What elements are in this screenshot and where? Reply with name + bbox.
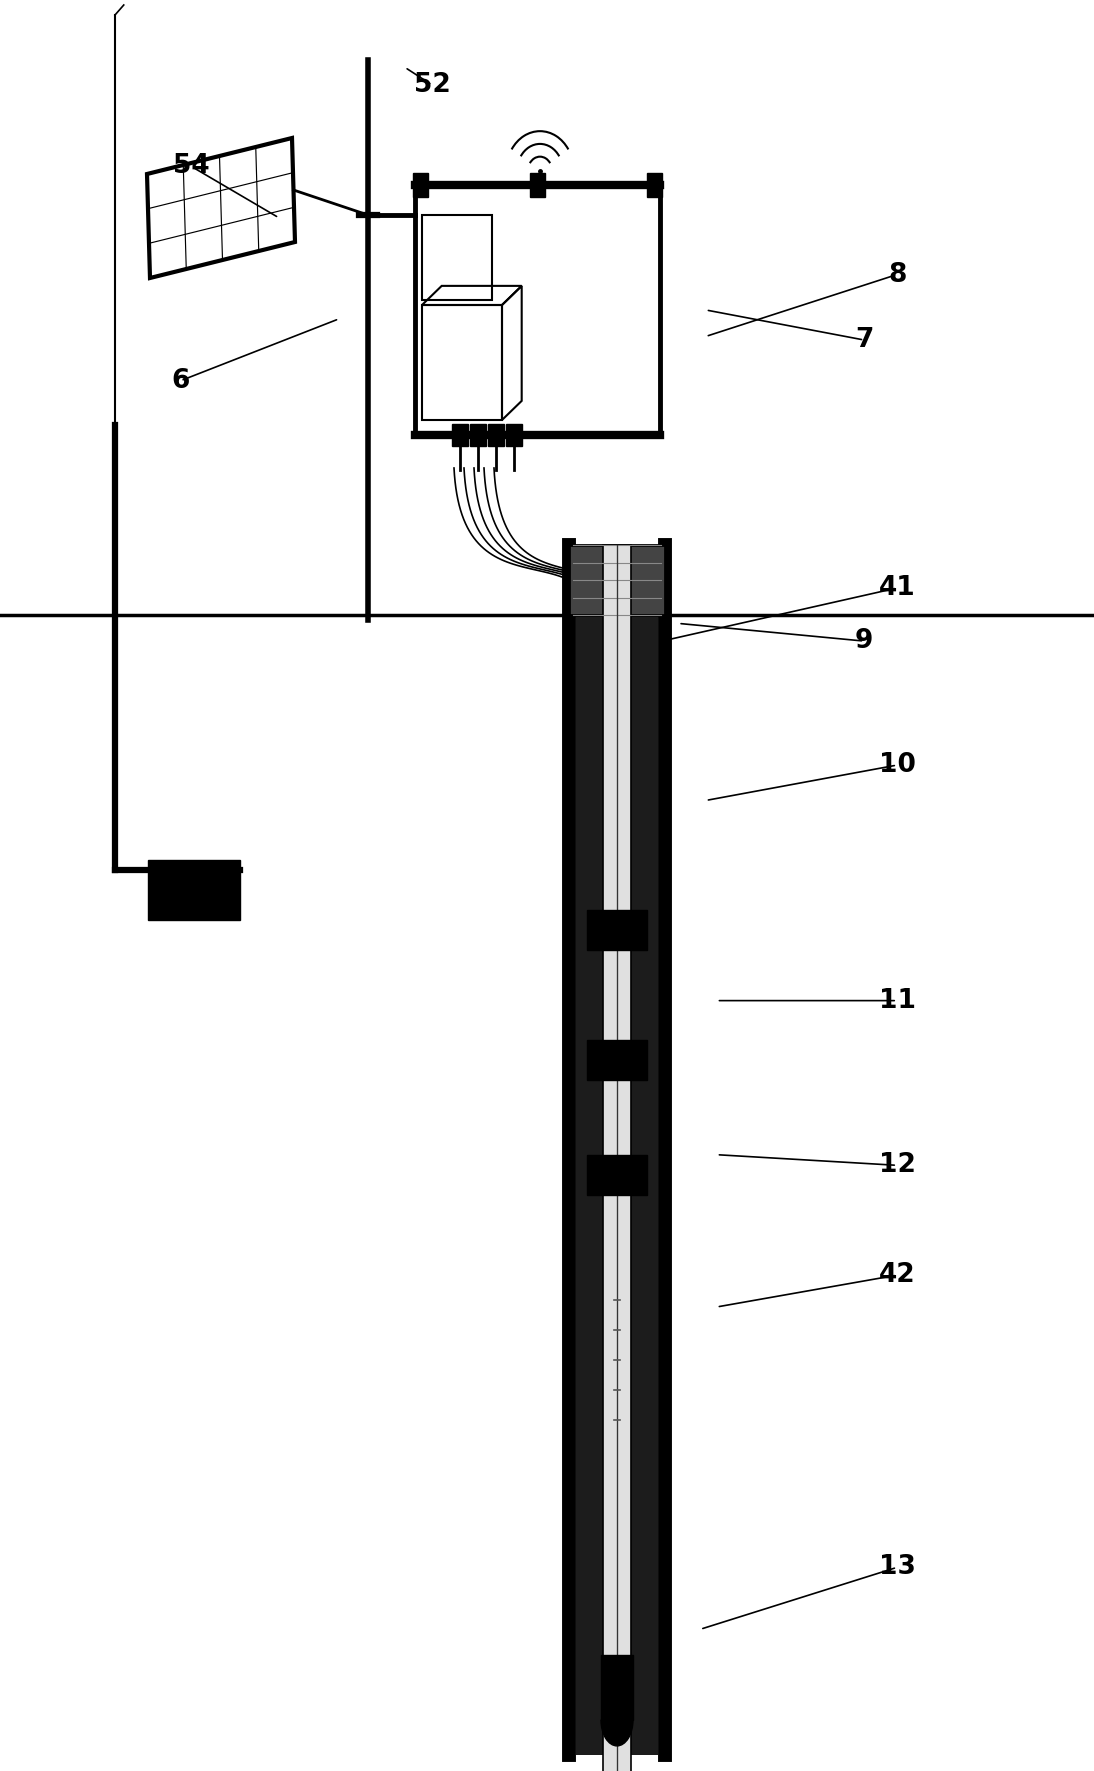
Text: 8: 8 bbox=[888, 262, 906, 287]
Bar bbox=[507, 425, 522, 446]
Wedge shape bbox=[601, 1720, 633, 1746]
Bar bbox=[569, 545, 665, 615]
Text: 9: 9 bbox=[856, 629, 873, 653]
Text: 10: 10 bbox=[878, 753, 916, 777]
Bar bbox=[587, 1155, 647, 1195]
Bar bbox=[647, 172, 662, 197]
Bar bbox=[422, 214, 492, 299]
Text: 55: 55 bbox=[195, 877, 232, 901]
Text: 6: 6 bbox=[172, 368, 189, 393]
Text: 12: 12 bbox=[878, 1153, 916, 1178]
Bar bbox=[587, 1040, 647, 1080]
Bar bbox=[488, 425, 503, 446]
Text: 52: 52 bbox=[414, 73, 451, 97]
Text: 42: 42 bbox=[878, 1263, 916, 1288]
Text: 13: 13 bbox=[878, 1555, 916, 1580]
Bar bbox=[422, 305, 502, 420]
Text: 7: 7 bbox=[856, 328, 873, 352]
Bar bbox=[587, 910, 647, 949]
Bar bbox=[601, 1656, 633, 1720]
Bar bbox=[452, 425, 467, 446]
Bar bbox=[575, 545, 659, 1755]
Bar bbox=[529, 172, 545, 197]
Text: 41: 41 bbox=[878, 576, 916, 600]
Text: 54: 54 bbox=[173, 154, 210, 179]
Bar bbox=[470, 425, 486, 446]
Bar bbox=[603, 545, 631, 1771]
Text: 11: 11 bbox=[878, 988, 916, 1013]
Bar bbox=[415, 184, 660, 436]
Bar bbox=[412, 172, 428, 197]
Bar bbox=[148, 861, 240, 919]
